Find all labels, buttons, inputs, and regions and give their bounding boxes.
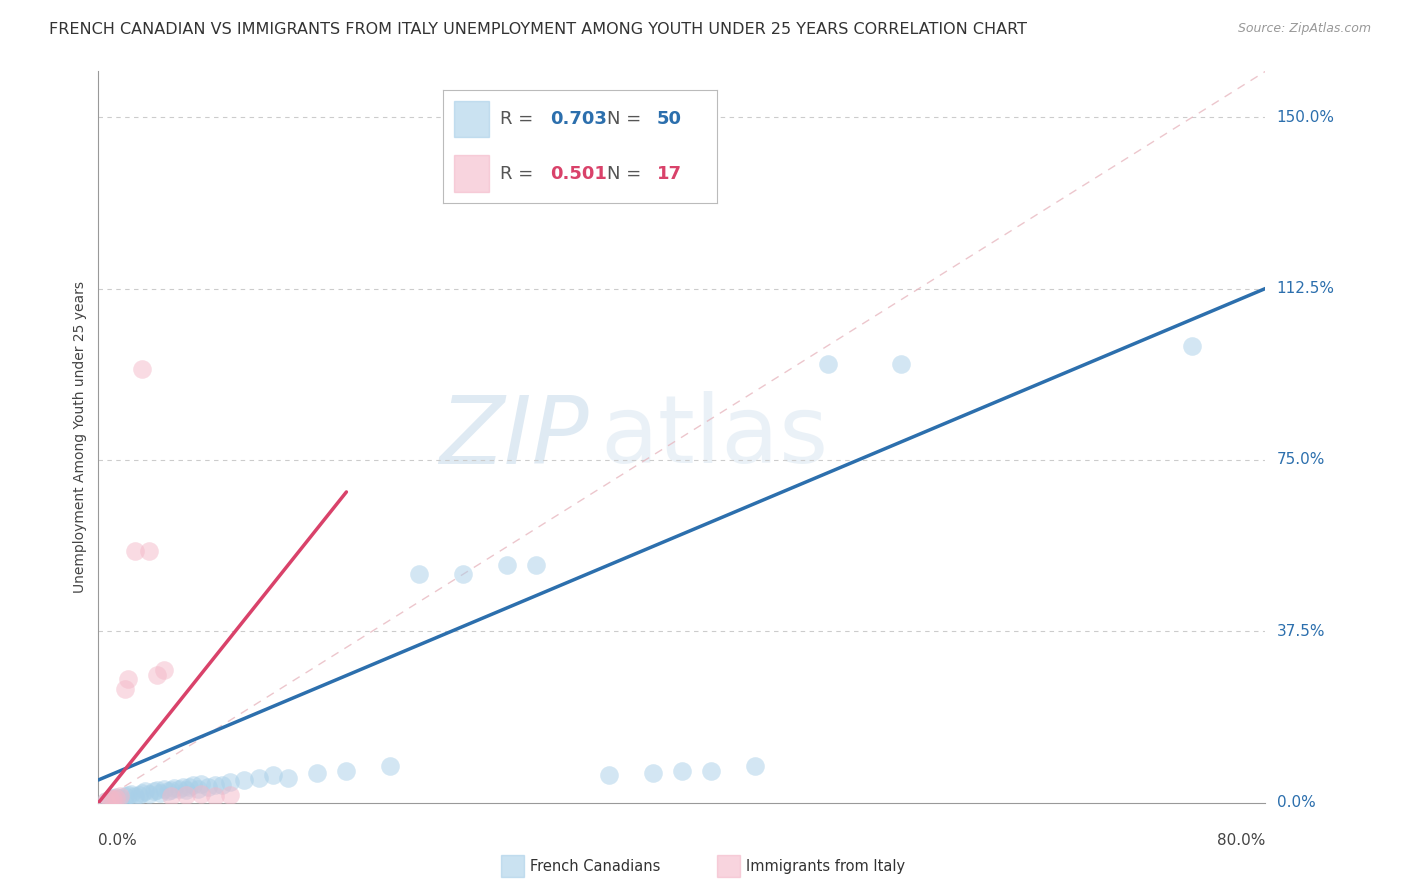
Point xyxy=(817,357,839,371)
Point xyxy=(120,787,142,801)
Point xyxy=(142,784,165,798)
Point xyxy=(408,567,430,582)
Point xyxy=(138,544,160,558)
Point xyxy=(110,791,132,805)
Point xyxy=(124,544,146,558)
Point xyxy=(124,789,146,803)
Point xyxy=(1181,338,1204,352)
Point xyxy=(163,781,186,796)
Text: ZIP: ZIP xyxy=(439,392,589,483)
Point xyxy=(117,788,139,802)
Point xyxy=(153,663,176,677)
Point xyxy=(94,793,117,807)
Point xyxy=(128,788,150,802)
Y-axis label: Unemployment Among Youth under 25 years: Unemployment Among Youth under 25 years xyxy=(73,281,87,593)
Point xyxy=(101,791,124,805)
Text: 37.5%: 37.5% xyxy=(1277,624,1324,639)
Point xyxy=(211,779,233,793)
Text: 0.0%: 0.0% xyxy=(98,833,138,848)
Point xyxy=(524,558,547,573)
Point xyxy=(134,784,156,798)
Point xyxy=(700,764,723,778)
Text: Immigrants from Italy: Immigrants from Italy xyxy=(747,859,905,874)
Point xyxy=(451,567,474,582)
Point xyxy=(149,786,172,800)
Point xyxy=(380,759,402,773)
Point xyxy=(187,782,209,797)
Point xyxy=(98,792,121,806)
Text: 80.0%: 80.0% xyxy=(1218,833,1265,848)
Point xyxy=(247,771,270,785)
Point xyxy=(744,759,766,773)
Point xyxy=(114,681,136,696)
Point xyxy=(146,667,169,681)
Point xyxy=(277,771,299,785)
Text: French Canadians: French Canadians xyxy=(530,859,661,874)
Point xyxy=(190,787,212,801)
Point xyxy=(157,784,180,798)
Text: 75.0%: 75.0% xyxy=(1277,452,1324,467)
Text: 112.5%: 112.5% xyxy=(1277,281,1334,296)
Point xyxy=(104,790,127,805)
Point xyxy=(204,789,226,803)
Point xyxy=(160,783,183,797)
Point xyxy=(335,764,357,778)
Point xyxy=(172,780,194,794)
Point xyxy=(104,791,127,805)
Point xyxy=(167,782,190,797)
Point xyxy=(146,783,169,797)
Text: 150.0%: 150.0% xyxy=(1277,110,1334,125)
Point xyxy=(204,778,226,792)
Point xyxy=(890,357,912,371)
Point xyxy=(177,780,200,794)
Point xyxy=(181,779,204,793)
Point xyxy=(307,766,329,780)
Text: Source: ZipAtlas.com: Source: ZipAtlas.com xyxy=(1237,22,1371,36)
Point xyxy=(131,786,153,800)
Point xyxy=(131,361,153,376)
Point xyxy=(160,789,183,803)
Point xyxy=(174,788,197,802)
FancyBboxPatch shape xyxy=(501,855,524,878)
Point xyxy=(641,766,664,780)
Point xyxy=(233,772,256,787)
FancyBboxPatch shape xyxy=(717,855,741,878)
Point xyxy=(153,782,176,797)
Point xyxy=(94,793,117,807)
Point xyxy=(101,792,124,806)
Point xyxy=(138,787,160,801)
Point xyxy=(262,768,284,782)
Point xyxy=(197,780,219,794)
Point xyxy=(174,783,197,797)
Text: atlas: atlas xyxy=(600,391,828,483)
Point xyxy=(98,792,121,806)
Point xyxy=(190,776,212,790)
Point xyxy=(110,789,132,803)
Point xyxy=(114,789,136,803)
Point xyxy=(218,775,240,789)
Point xyxy=(598,768,620,782)
Point xyxy=(496,558,519,573)
Text: FRENCH CANADIAN VS IMMIGRANTS FROM ITALY UNEMPLOYMENT AMONG YOUTH UNDER 25 YEARS: FRENCH CANADIAN VS IMMIGRANTS FROM ITALY… xyxy=(49,22,1028,37)
Point xyxy=(218,788,240,802)
Text: 0.0%: 0.0% xyxy=(1277,796,1315,810)
Point xyxy=(671,764,693,778)
Point xyxy=(117,673,139,687)
